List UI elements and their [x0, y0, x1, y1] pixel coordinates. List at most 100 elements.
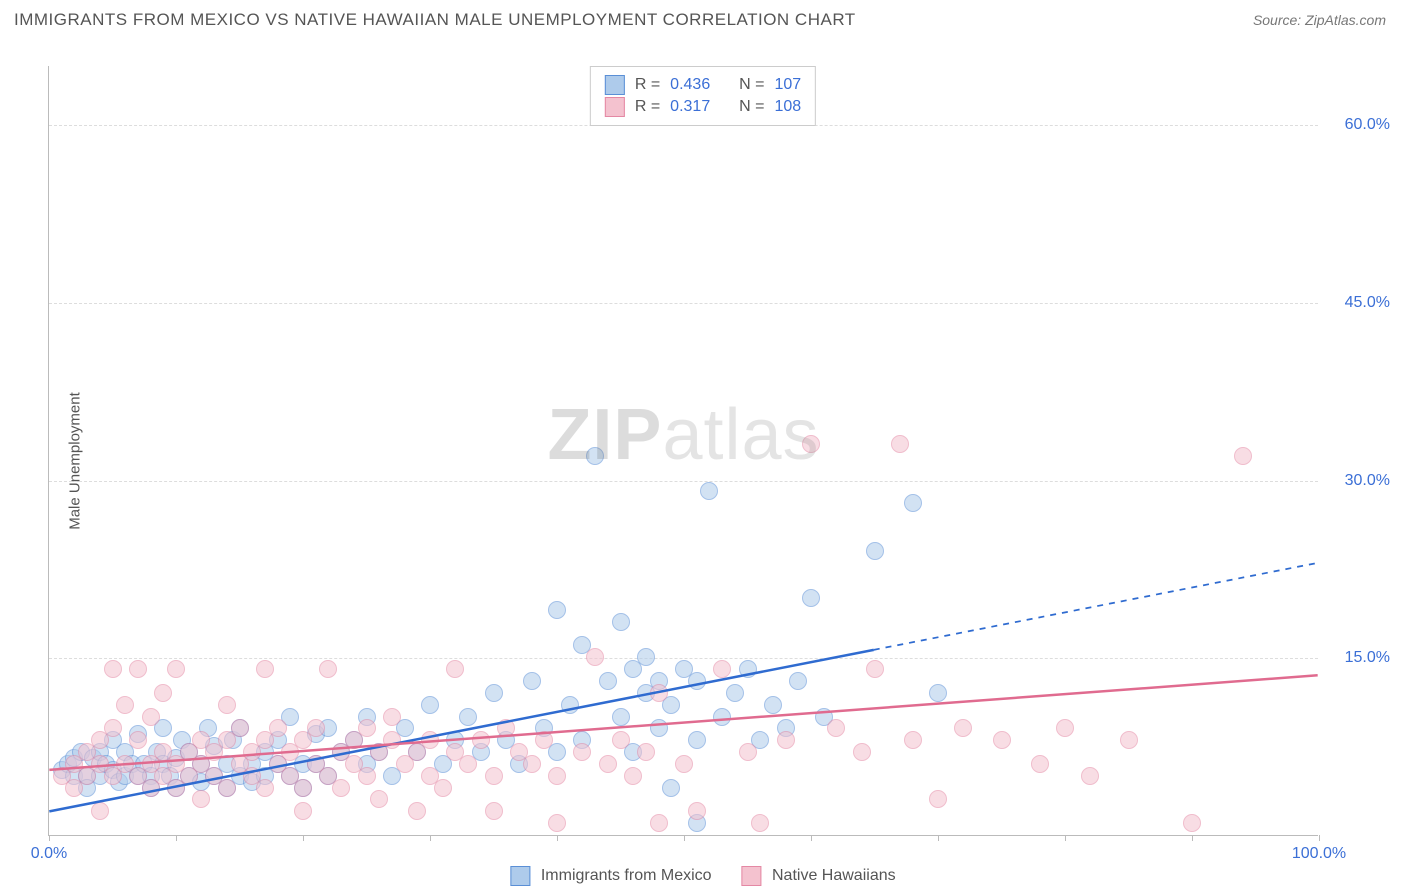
scatter-point: [421, 731, 439, 749]
scatter-point: [802, 435, 820, 453]
scatter-point: [612, 731, 630, 749]
chart-container: Male Unemployment R = 0.436 N = 107 R = …: [0, 36, 1406, 886]
r-label: R =: [635, 98, 660, 116]
legend-swatch-hawaiian: [742, 866, 762, 886]
scatter-point: [497, 719, 515, 737]
scatter-point: [929, 684, 947, 702]
n-label: N =: [739, 76, 764, 94]
n-value-mexico: 107: [774, 76, 801, 94]
scatter-point: [637, 648, 655, 666]
scatter-point: [662, 779, 680, 797]
legend-swatch-mexico: [605, 75, 625, 95]
scatter-point: [586, 447, 604, 465]
scatter-point: [688, 802, 706, 820]
scatter-point: [599, 672, 617, 690]
scatter-point: [218, 696, 236, 714]
scatter-point: [358, 719, 376, 737]
scatter-point: [637, 743, 655, 761]
scatter-point: [408, 802, 426, 820]
scatter-point: [294, 802, 312, 820]
x-tick: [176, 835, 177, 841]
scatter-point: [294, 779, 312, 797]
x-tick: [430, 835, 431, 841]
scatter-point: [116, 696, 134, 714]
x-tick: [557, 835, 558, 841]
scatter-point: [485, 684, 503, 702]
scatter-point: [459, 708, 477, 726]
scatter-point: [218, 779, 236, 797]
scatter-point: [739, 743, 757, 761]
scatter-point: [1056, 719, 1074, 737]
scatter-point: [612, 708, 630, 726]
legend-row-mexico: R = 0.436 N = 107: [605, 75, 801, 95]
scatter-point: [904, 494, 922, 512]
x-tick: [1319, 835, 1320, 841]
scatter-point: [421, 696, 439, 714]
scatter-point: [1081, 767, 1099, 785]
scatter-point: [459, 755, 477, 773]
n-value-hawaiian: 108: [774, 98, 801, 116]
scatter-point: [129, 660, 147, 678]
scatter-point: [472, 731, 490, 749]
scatter-point: [535, 731, 553, 749]
scatter-point: [866, 542, 884, 560]
x-tick: [684, 835, 685, 841]
gridline: [49, 303, 1318, 304]
scatter-point: [154, 684, 172, 702]
scatter-point: [256, 779, 274, 797]
scatter-point: [751, 814, 769, 832]
scatter-point: [713, 708, 731, 726]
x-tick: [1065, 835, 1066, 841]
scatter-point: [523, 755, 541, 773]
plot-area: ZIPatlas 15.0%30.0%45.0%60.0%0.0%100.0%: [48, 66, 1318, 836]
y-tick-label: 60.0%: [1345, 116, 1390, 134]
y-tick-label: 15.0%: [1345, 649, 1390, 667]
scatter-point: [446, 660, 464, 678]
scatter-point: [485, 767, 503, 785]
scatter-point: [650, 684, 668, 702]
scatter-point: [332, 779, 350, 797]
scatter-point: [548, 601, 566, 619]
scatter-point: [104, 719, 122, 737]
scatter-point: [586, 648, 604, 666]
scatter-point: [307, 719, 325, 737]
x-tick: [303, 835, 304, 841]
scatter-point: [142, 708, 160, 726]
scatter-point: [319, 660, 337, 678]
scatter-point: [358, 767, 376, 785]
scatter-point: [573, 743, 591, 761]
scatter-point: [777, 731, 795, 749]
scatter-point: [688, 672, 706, 690]
scatter-point: [434, 779, 452, 797]
x-tick: [811, 835, 812, 841]
scatter-point: [866, 660, 884, 678]
scatter-point: [802, 589, 820, 607]
scatter-point: [1183, 814, 1201, 832]
scatter-point: [993, 731, 1011, 749]
scatter-point: [91, 802, 109, 820]
scatter-point: [104, 660, 122, 678]
scatter-point: [383, 708, 401, 726]
scatter-point: [129, 731, 147, 749]
watermark: ZIPatlas: [547, 394, 819, 476]
scatter-point: [650, 814, 668, 832]
scatter-point: [688, 731, 706, 749]
legend-label-mexico: Immigrants from Mexico: [541, 867, 712, 884]
correlation-legend: R = 0.436 N = 107 R = 0.317 N = 108: [590, 66, 816, 126]
n-label: N =: [739, 98, 764, 116]
scatter-point: [383, 731, 401, 749]
scatter-point: [954, 719, 972, 737]
scatter-point: [1120, 731, 1138, 749]
scatter-point: [192, 790, 210, 808]
scatter-point: [1031, 755, 1049, 773]
scatter-point: [612, 613, 630, 631]
x-tick-label: 0.0%: [31, 845, 67, 863]
scatter-point: [700, 482, 718, 500]
scatter-point: [675, 755, 693, 773]
scatter-point: [904, 731, 922, 749]
scatter-point: [548, 767, 566, 785]
scatter-point: [523, 672, 541, 690]
scatter-point: [853, 743, 871, 761]
r-label: R =: [635, 76, 660, 94]
source-attribution: Source: ZipAtlas.com: [1253, 12, 1386, 28]
